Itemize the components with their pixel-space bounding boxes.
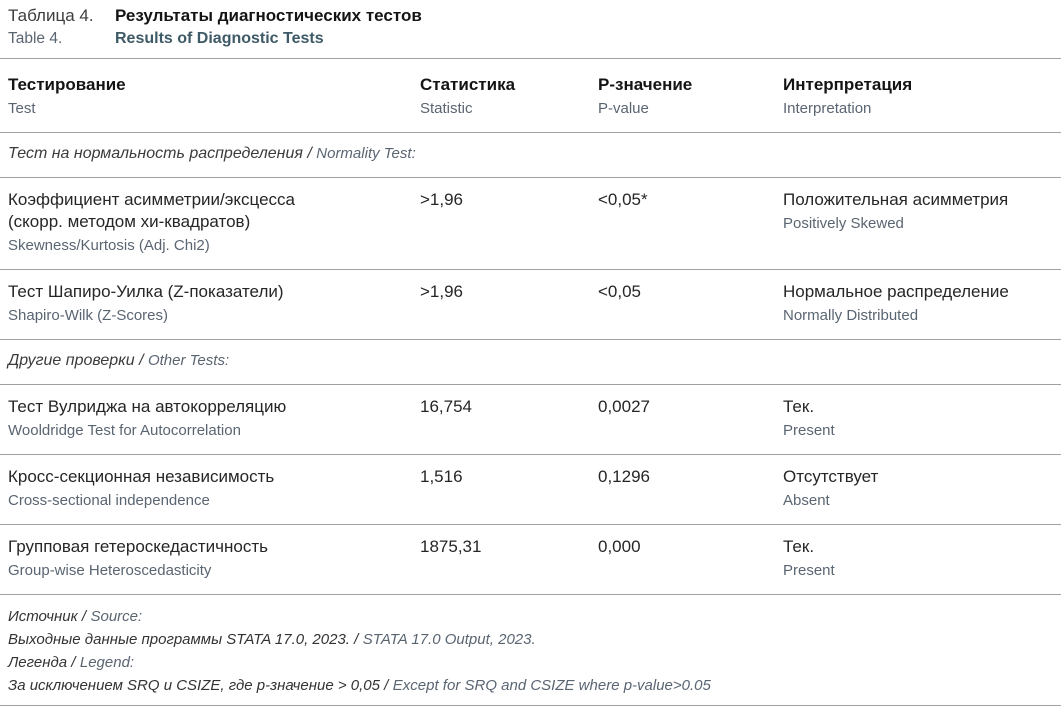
section-label-ru: Тест на нормальность распределения / [8,145,312,162]
interpretation-ru: Отсутствует [783,467,879,486]
column-header-pvalue-ru: P-значение [598,75,693,94]
divider [0,132,1061,133]
column-header-interpretation-en: Interpretation [783,100,872,117]
table-caption-ru: Таблица 4. Результаты диагностических тес… [8,5,1053,28]
interpretation-ru: Нормальное распределение [783,282,1009,301]
cell-interpretation: Отсутствует Absent [783,466,1053,511]
test-name-en: Shapiro-Wilk (Z-Scores) [8,307,169,324]
interpretation-en: Present [783,562,835,579]
column-header-statistic-ru: Статистика [420,75,516,94]
legend-label-line: Легенда / Legend: [8,651,1053,674]
cell-interpretation: Тек. Present [783,536,1053,581]
cell-p-value: 0,0027 [598,397,650,416]
cell-p-value: 0,000 [598,537,641,556]
table-row-wooldridge: Тест Вулриджа на автокорреляцию Wooldrid… [0,385,1061,454]
table-footnotes: Источник / Source: Выходные данные прогр… [0,595,1061,706]
cell-interpretation: Положительная асимметрия Positively Skew… [783,189,1053,234]
column-headers: Тестирование Test Статистика Statistic P… [0,59,1061,132]
table-row-cross-sectional-independence: Кросс-секционная независимость Cross-sec… [0,455,1061,524]
section-label-ru: Другие проверки / [8,352,144,369]
section-header-other-tests: Другие проверки / Other Tests: [0,340,1061,384]
test-name-ru: Групповая гетероскедастичность [8,537,268,556]
cell-statistic: >1,96 [420,282,464,301]
divider [0,177,1061,178]
column-header-pvalue-en: P-value [598,100,649,117]
table-caption-en: Table 4. Results of Diagnostic Tests [8,28,1053,50]
source-label-line: Источник / Source: [8,605,1053,628]
divider [0,339,1061,340]
cell-test-name: Кросс-секционная независимость Cross-sec… [8,466,420,511]
table-row-skewness-kurtosis: Коэффициент асимметрии/эксцесса (скорр. … [0,178,1061,269]
source-text-ru: Выходные данные программы STATA 17.0, 20… [8,631,359,648]
divider [0,454,1061,455]
table-row-groupwise-heteroscedasticity: Групповая гетероскедастичность Group-wis… [0,525,1061,594]
cell-p-value: 0,1296 [598,467,650,486]
legend-label-en: Legend: [79,654,135,671]
cell-test-name: Групповая гетероскедастичность Group-wis… [8,536,420,581]
divider [0,58,1061,59]
legend-text-line: За исключением SRQ и CSIZE, где p-значен… [8,674,1053,697]
interpretation-ru: Тек. [783,397,815,416]
cell-statistic: 1875,31 [420,537,482,556]
cell-interpretation: Нормальное распределение Normally Distri… [783,281,1053,326]
legend-text-en: Except for SRQ and CSIZE where p-value>0… [392,677,711,694]
column-header-test-ru: Тестирование [8,75,126,94]
cell-statistic: 16,754 [420,397,472,416]
interpretation-en: Absent [783,492,830,509]
cell-statistic: 1,516 [420,467,463,486]
interpretation-en: Present [783,422,835,439]
section-label-en: Normality Test: [316,145,416,162]
test-name-en: Group-wise Heteroscedasticity [8,562,212,579]
interpretation-en: Normally Distributed [783,307,919,324]
column-header-test-en: Test [8,100,36,117]
interpretation-ru: Положительная асимметрия [783,190,1009,209]
source-label-ru: Источник / [8,608,87,625]
column-header-interpretation-ru: Интерпретация [783,75,913,94]
column-header-test: Тестирование Test [8,74,420,119]
test-name-en: Skewness/Kurtosis (Adj. Chi2) [8,237,210,254]
legend-text-ru: За исключением SRQ и CSIZE, где p-значен… [8,677,389,694]
divider [0,384,1061,385]
section-header-normality-test: Тест на нормальность распределения / Nor… [0,133,1061,177]
cell-p-value: <0,05 [598,282,642,301]
interpretation-en: Positively Skewed [783,215,904,232]
table-title-en: Results of Diagnostic Tests [115,30,324,47]
test-name-en: Wooldridge Test for Autocorrelation [8,422,241,439]
column-header-pvalue: P-значение P-value [598,74,783,119]
cell-test-name: Тест Шапиро-Уилка (Z-показатели) Shapiro… [8,281,420,326]
cell-statistic: >1,96 [420,190,464,209]
table-row-shapiro-wilk: Тест Шапиро-Уилка (Z-показатели) Shapiro… [0,270,1061,339]
legend-label-ru: Легенда / [8,654,76,671]
source-text-en: STATA 17.0 Output, 2023. [362,631,536,648]
test-name-ru: Кросс-секционная независимость [8,467,275,486]
column-header-statistic: Статистика Statistic [420,74,598,119]
test-name-ru: Тест Вулриджа на автокорреляцию [8,397,287,416]
interpretation-ru: Тек. [783,537,815,556]
column-header-statistic-en: Statistic [420,100,473,117]
table-number-en: Table 4. [8,30,63,47]
test-name-en: Cross-sectional independence [8,492,210,509]
table-caption: Таблица 4. Результаты диагностических тес… [0,0,1061,58]
divider [0,524,1061,525]
column-header-interpretation: Интерпретация Interpretation [783,74,1053,119]
divider [0,594,1061,595]
source-label-en: Source: [90,608,143,625]
section-label-en: Other Tests: [147,352,230,369]
table-number-ru: Таблица 4. [8,6,94,25]
source-text-line: Выходные данные программы STATA 17.0, 20… [8,628,1053,651]
cell-p-value: <0,05* [598,190,648,209]
divider [0,269,1061,270]
cell-test-name: Коэффициент асимметрии/эксцесса (скорр. … [8,189,420,256]
test-name-ru: Тест Шапиро-Уилка (Z-показатели) [8,282,284,301]
table-title-ru: Результаты диагностических тестов [115,6,422,25]
test-name-ru: Коэффициент асимметрии/эксцесса (скорр. … [8,190,296,231]
cell-test-name: Тест Вулриджа на автокорреляцию Wooldrid… [8,396,420,441]
cell-interpretation: Тек. Present [783,396,1053,441]
